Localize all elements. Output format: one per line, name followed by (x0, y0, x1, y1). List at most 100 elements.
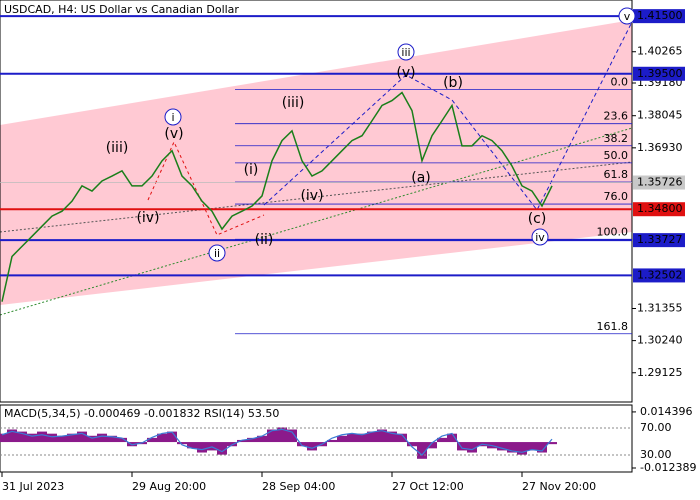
macd-bar (347, 433, 357, 443)
y2-tick-label: 30.00 (640, 448, 672, 461)
level-box (633, 9, 685, 24)
macd-bar (417, 442, 427, 459)
wave-label: (iv) (300, 188, 323, 204)
macd-bar (87, 435, 97, 443)
fib-label: 61.8 (604, 168, 629, 181)
level-label: 1.41500 (637, 9, 683, 22)
x-tick-label: 28 Sep 04:00 (262, 480, 335, 493)
macd-bar (407, 442, 417, 447)
macd-bar (437, 437, 447, 443)
x-tick-label: 27 Nov 20:00 (522, 480, 596, 493)
macd-bar (457, 442, 467, 451)
macd-bar (197, 442, 207, 453)
macd-bar (227, 442, 237, 447)
macd-bar (97, 433, 107, 443)
last-price-box (633, 175, 685, 190)
y-tick-label: 1.38045 (637, 109, 683, 122)
indicator-title: MACD(5,34,5) -0.000469 -0.001832 RSI(14)… (4, 407, 279, 420)
level-box (633, 233, 685, 248)
macd-bar (67, 433, 77, 443)
y-tick-label: -0.012389 (640, 461, 696, 474)
macd-bar (257, 435, 267, 443)
macd-bar (7, 429, 17, 443)
macd-bar (0, 433, 7, 443)
macd-bar (247, 437, 257, 443)
trend-line (0, 127, 633, 316)
macd-bar (307, 442, 317, 451)
macd-bar (107, 435, 117, 443)
macd-bar (187, 442, 197, 449)
y-tick-label: 1.40265 (637, 45, 683, 58)
macd-bar (27, 433, 37, 443)
wave-label: (iii) (106, 140, 129, 156)
macd-bar (397, 433, 407, 443)
macd-bar (497, 442, 507, 451)
macd-bar (387, 431, 397, 443)
macd-bar (537, 442, 547, 453)
macd-bar (517, 442, 527, 455)
fib-label: 0.0 (611, 76, 629, 89)
wave-circle (618, 7, 636, 25)
wave-circle (531, 228, 549, 246)
wave-label: (b) (443, 75, 463, 91)
rsi-line (1, 428, 553, 456)
fib-label: 100.0 (597, 225, 629, 238)
fib-label: 23.6 (604, 110, 629, 123)
wave-label: (iii) (282, 95, 305, 111)
fib-label: 38.2 (604, 132, 629, 145)
macd-bar (17, 431, 27, 443)
y-tick-label: 0.014396 (640, 405, 693, 418)
macd-bar (217, 442, 227, 455)
macd-bar (117, 437, 127, 443)
y-tick-label: 1.29125 (637, 366, 683, 379)
last-price-label: 1.35726 (637, 176, 683, 189)
macd-bar (327, 439, 337, 443)
macd-bar (547, 442, 557, 445)
wave-label: v (624, 10, 631, 23)
wave-label: (a) (411, 170, 431, 186)
wave-label: (i) (244, 162, 259, 178)
macd-bar (467, 442, 477, 453)
level-label: 1.33727 (637, 233, 683, 246)
macd-bar (177, 442, 187, 445)
macd-bar (157, 433, 167, 443)
level-box (633, 202, 685, 217)
wave-label: i (171, 111, 174, 124)
y-tick-label: 1.30240 (637, 334, 683, 347)
wave-label: (ii) (255, 232, 274, 248)
price-line (1, 91, 553, 302)
wave-label: (iv) (136, 210, 159, 226)
macd-bar (367, 431, 377, 443)
level-box (633, 66, 685, 81)
macd-bar (277, 427, 287, 443)
x-tick-label: 31 Jul 2023 (2, 480, 64, 493)
macd-bar (77, 431, 87, 443)
level-label: 1.32502 (637, 268, 683, 281)
level-label: 1.34800 (637, 202, 683, 215)
macd-bar (297, 442, 307, 447)
y-tick-label: 1.36930 (637, 141, 683, 154)
wave-label: iii (401, 46, 410, 59)
macd-bar (47, 433, 57, 443)
macd-bar (267, 429, 277, 443)
macd-bar (507, 442, 517, 453)
fib-label: 161.8 (597, 320, 629, 333)
y2-tick-label: 70.00 (640, 421, 672, 434)
macd-bar (377, 429, 387, 443)
fib-label: 76.0 (604, 190, 629, 203)
wave-path (147, 140, 265, 236)
wave-circle (397, 43, 415, 61)
fib-label: 50.0 (604, 149, 629, 162)
chart-title: USDCAD, H4: US Dollar vs Canadian Dollar (4, 3, 239, 16)
y-tick-label: 1.31355 (637, 301, 683, 314)
wave-circle (208, 244, 226, 262)
wave-label: (v) (164, 126, 183, 142)
wave-label: (v) (396, 65, 415, 81)
macd-bar (357, 433, 367, 443)
wave-circle (164, 108, 182, 126)
macd-bar (147, 437, 157, 443)
indicator-panel (0, 404, 633, 473)
macd-bar (237, 439, 247, 443)
macd-bar (287, 429, 297, 443)
